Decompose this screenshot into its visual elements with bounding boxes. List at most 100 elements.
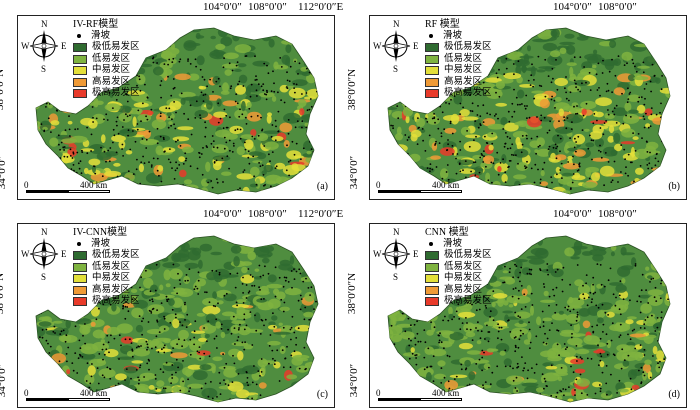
zone-patch <box>527 331 532 341</box>
landslide-point <box>166 298 168 301</box>
landslide-point <box>602 331 604 333</box>
scale-segment <box>420 190 462 193</box>
landslide-point <box>132 130 134 132</box>
zone-patch <box>536 148 552 157</box>
zone-patch <box>138 163 144 173</box>
landslide-point <box>193 288 196 291</box>
zone-patch <box>294 324 312 332</box>
zone-patch <box>47 73 57 79</box>
landslide-point <box>206 85 209 88</box>
landslide-point <box>250 83 253 86</box>
landslide-point <box>629 299 631 302</box>
landslide-point <box>643 118 646 120</box>
zone-patch <box>426 329 434 336</box>
zone-patch <box>172 136 190 142</box>
landslide-point <box>172 57 175 60</box>
landslide-point <box>208 355 211 358</box>
zone-patch <box>143 277 154 289</box>
zone-patch <box>449 374 468 379</box>
zone-patch <box>566 62 577 67</box>
landslide-point <box>416 385 419 387</box>
zone-patch <box>248 33 262 38</box>
zone-patch <box>233 256 240 267</box>
zone-patch <box>457 311 476 318</box>
landslide-point <box>115 151 118 154</box>
zone-patch <box>153 134 171 142</box>
landslide-point <box>242 276 244 279</box>
landslide-point <box>668 78 670 81</box>
landslide-point <box>238 80 241 83</box>
landslide-point <box>125 113 127 116</box>
zone-patch <box>654 253 667 262</box>
landslide-point <box>46 366 48 368</box>
landslide-point <box>114 297 117 300</box>
landslide-point <box>152 157 155 160</box>
landslide-point <box>160 80 163 82</box>
landslide-point <box>76 151 79 154</box>
zone-patch <box>559 331 577 337</box>
zone-patch <box>652 236 668 244</box>
landslide-point <box>586 357 589 360</box>
zone-patch <box>542 317 553 322</box>
zone-patch <box>261 170 267 175</box>
landslide-point <box>289 159 292 162</box>
landslide-point <box>661 75 663 77</box>
zone-patch <box>538 116 553 122</box>
landslide-point <box>129 114 131 117</box>
landslide-dot-icon <box>429 242 433 247</box>
landslide-point <box>221 157 224 160</box>
zone-patch <box>459 168 476 174</box>
zone-patch <box>258 244 275 253</box>
landslide-point <box>612 353 615 356</box>
landslide-point <box>646 141 648 143</box>
zone-patch <box>177 126 194 131</box>
zone-patch <box>633 31 643 37</box>
landslide-point <box>291 286 293 289</box>
landslide-point <box>247 268 250 270</box>
zone-patch <box>59 102 68 111</box>
landslide-point <box>90 150 92 152</box>
landslide-point <box>76 100 79 103</box>
landslide-point <box>477 329 479 332</box>
landslide-point <box>426 167 429 170</box>
landslide-point <box>475 135 477 138</box>
landslide-point <box>546 263 549 265</box>
zone-patch <box>169 268 183 280</box>
landslide-point <box>539 268 541 270</box>
legend-label: 高易发区 <box>92 284 131 295</box>
landslide-point <box>310 324 313 326</box>
landslide-point <box>601 371 604 374</box>
zone-patch <box>420 237 425 246</box>
landslide-point <box>649 80 652 83</box>
landslide-point <box>429 163 432 166</box>
landslide-point <box>393 384 396 387</box>
landslide-point <box>591 325 594 328</box>
landslide-point <box>520 285 523 287</box>
zone-patch <box>410 347 415 353</box>
landslide-point <box>623 64 626 66</box>
landslide-point <box>171 373 174 376</box>
zone-patch <box>195 278 207 287</box>
zone-patch <box>550 268 564 278</box>
landslide-point <box>105 348 108 351</box>
zone-patch <box>388 172 397 177</box>
landslide-point <box>503 145 506 148</box>
landslide-point <box>482 161 485 163</box>
zone-patch <box>647 275 653 279</box>
landslide-point <box>287 160 290 163</box>
landslide-point <box>601 72 604 74</box>
landslide-point <box>145 147 148 149</box>
zone-patch <box>484 336 491 341</box>
landslide-point <box>162 371 165 373</box>
landslide-point <box>663 272 666 274</box>
landslide-point <box>416 379 419 381</box>
zone-patch <box>106 326 121 336</box>
zone-patch <box>555 126 574 134</box>
zone-patch <box>659 383 670 387</box>
landslide-point <box>162 136 165 139</box>
zone-patch <box>100 331 106 339</box>
landslide-point <box>585 102 588 105</box>
landslide-point <box>504 365 507 368</box>
landslide-point <box>277 91 279 94</box>
